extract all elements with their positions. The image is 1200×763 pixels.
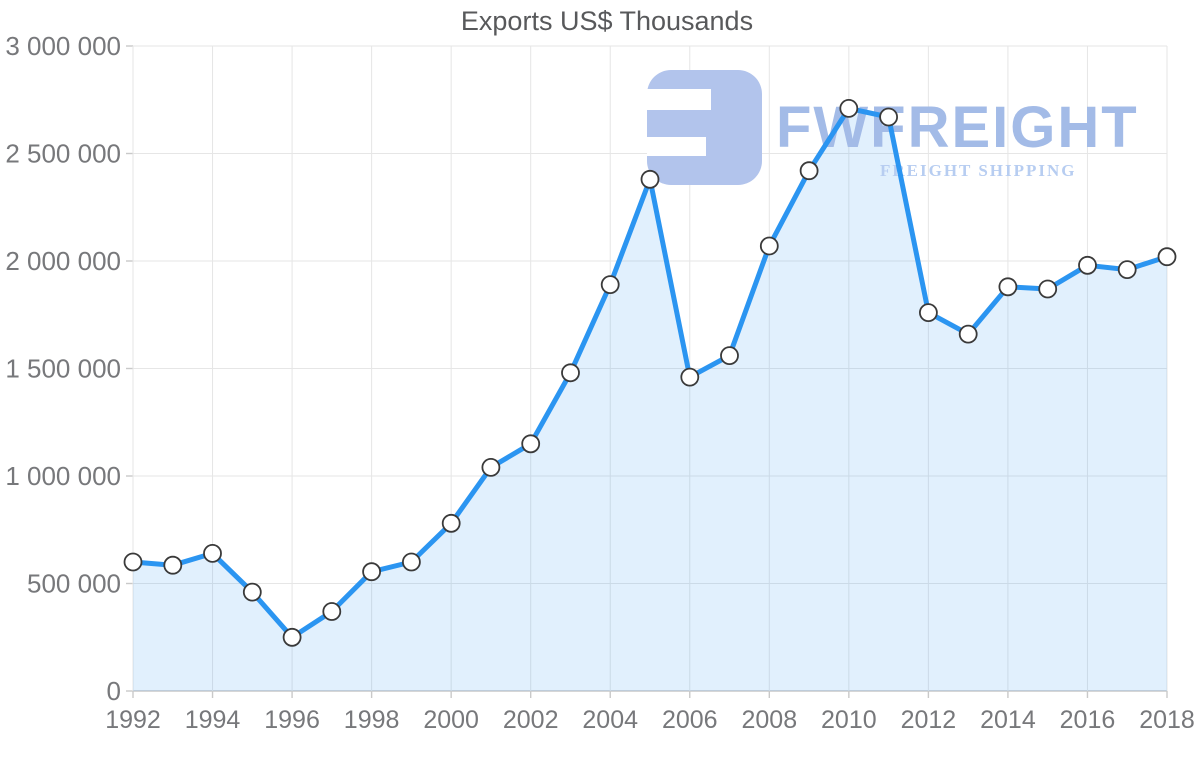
data-point[interactable] — [441, 513, 461, 533]
data-point[interactable] — [561, 363, 580, 383]
grid-layer — [126, 45, 1168, 698]
data-point[interactable] — [759, 236, 779, 256]
data-point[interactable] — [481, 457, 501, 477]
x-axis-label: 2014 — [980, 706, 1036, 734]
area-fill — [133, 108, 1167, 691]
x-axis-label: 1994 — [185, 706, 241, 734]
data-point[interactable] — [879, 107, 898, 127]
y-axis-label: 0 — [107, 676, 121, 706]
y-axis-label: 2 000 000 — [5, 246, 121, 276]
x-axis-label: 2008 — [741, 706, 797, 734]
fwfreight-logo-glyph — [647, 70, 762, 185]
y-axis-label: 500 000 — [27, 569, 121, 599]
watermark-brand-text: FWFREIGHT — [776, 95, 1139, 160]
points-layer — [123, 99, 1177, 647]
data-point[interactable] — [242, 582, 262, 602]
x-axis-label: 2004 — [582, 706, 638, 734]
y-axis-label: 3 000 000 — [5, 31, 121, 61]
data-point[interactable] — [322, 602, 342, 621]
data-point[interactable] — [799, 161, 819, 181]
data-point[interactable] — [123, 552, 143, 572]
x-axis-label: 2016 — [1060, 706, 1116, 734]
data-point[interactable] — [521, 434, 541, 454]
data-point[interactable] — [362, 562, 382, 582]
data-point[interactable] — [401, 552, 421, 572]
data-point[interactable] — [958, 324, 978, 344]
data-point[interactable] — [640, 169, 660, 189]
x-axis-label: 2010 — [821, 706, 877, 734]
y-axis-label: 1 000 000 — [5, 461, 121, 491]
y-axis-label: 2 500 000 — [5, 139, 121, 169]
data-point[interactable] — [282, 627, 302, 647]
data-point[interactable] — [1078, 255, 1097, 275]
data-point[interactable] — [720, 346, 739, 366]
data-point[interactable] — [919, 303, 938, 323]
data-point[interactable] — [998, 277, 1018, 297]
data-point[interactable] — [163, 555, 183, 575]
data-point[interactable] — [680, 367, 700, 387]
x-axis-label: 2000 — [423, 706, 479, 734]
x-axis-label: 2006 — [662, 706, 718, 734]
data-point[interactable] — [203, 544, 222, 563]
data-point[interactable] — [1157, 247, 1177, 267]
axis-labels-layer: 0 500 000 1 000 000 1 500 000 2 000 000 2 500… — [5, 31, 1194, 734]
data-point[interactable] — [1038, 279, 1058, 299]
data-point[interactable] — [839, 99, 859, 118]
x-axis-label: 2012 — [901, 706, 957, 734]
data-point[interactable] — [1117, 260, 1137, 280]
y-axis-label: 1 500 000 — [5, 354, 121, 384]
watermark-tagline-text: FREIGHT SHIPPING — [880, 161, 1077, 180]
x-axis-label: 1992 — [105, 706, 161, 734]
area-layer — [133, 108, 1167, 691]
data-point[interactable] — [600, 275, 620, 295]
chart-title: Exports US$ Thousands — [461, 6, 753, 36]
x-axis-label: 1998 — [344, 706, 400, 734]
x-axis-label: 1996 — [264, 706, 320, 734]
x-axis-label: 2018 — [1139, 706, 1195, 734]
x-axis-label: 2002 — [503, 706, 559, 734]
